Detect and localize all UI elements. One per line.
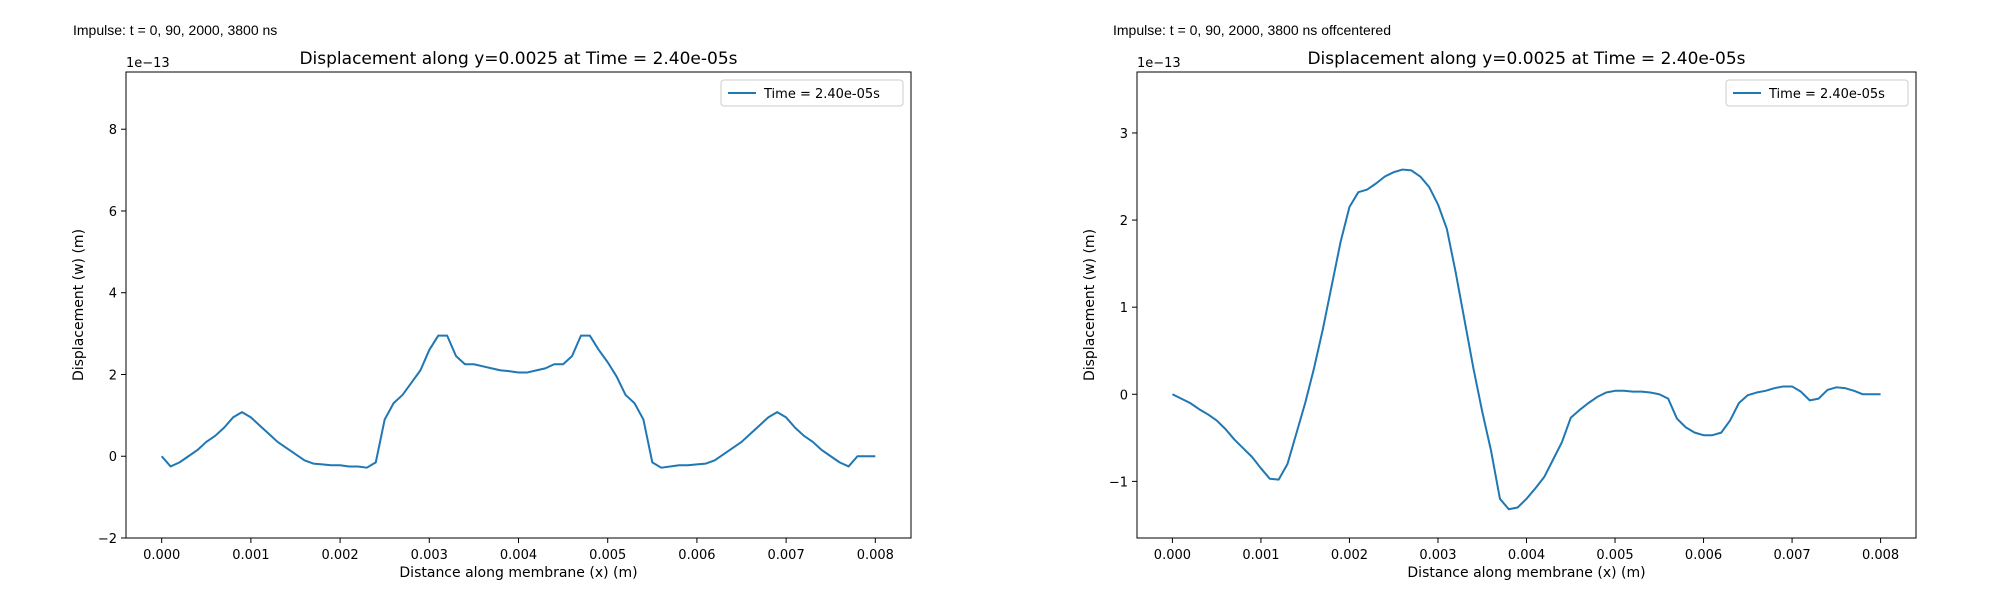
y-axis-label: Displacement (w) (m) [1082,229,1098,381]
x-tick-label: 0.006 [1685,548,1722,563]
line-chart-right: Displacement along y=0.0025 at Time = 2.… [1082,49,1917,581]
y-tick-label: 0 [1120,388,1128,403]
x-tick-label: 0.005 [1596,548,1633,563]
x-tick-label: 0.001 [1242,548,1279,563]
y-axis-label: Displacement (w) (m) [71,229,87,381]
legend-box [1725,79,1909,107]
y-tick-label: 4 [109,287,117,302]
x-tick-label: 0.006 [678,548,715,563]
y-tick-label: 8 [109,123,117,138]
y-tick-label: −2 [98,532,117,547]
legend-box [720,79,904,107]
x-axis-label: Distance along membrane (x) (m) [1407,565,1645,581]
x-tick-label: 0.001 [232,548,269,563]
y-tick-label: 3 [1120,127,1128,142]
x-tick-label: 0.003 [1419,548,1456,563]
figure-caption: Impulse: t = 0, 90, 2000, 3800 ns [73,22,278,38]
legend-label: Time = 2.40e-05s [763,87,880,102]
x-tick-label: 0.000 [143,548,180,563]
y-tick-label: −1 [1109,475,1128,490]
chart-title: Displacement along y=0.0025 at Time = 2.… [1307,49,1745,69]
y-tick-label: 2 [1120,214,1128,229]
series-line [160,334,876,469]
plot-frame [1136,71,1917,539]
y-tick-label: 0 [109,450,117,465]
x-axis-label: Distance along membrane (x) (m) [399,565,637,581]
y-tick-label: 1 [1120,301,1128,316]
x-tick-label: 0.008 [1862,548,1899,563]
x-tick-label: 0.007 [1773,548,1810,563]
x-tick-label: 0.004 [1508,548,1545,563]
x-tick-label: 0.000 [1154,548,1191,563]
legend-label: Time = 2.40e-05s [1768,87,1885,102]
y-tick-label: 6 [109,205,117,220]
line-chart-left: Displacement along y=0.0025 at Time = 2.… [71,49,912,581]
chart-panel-left: Impulse: t = 0, 90, 2000, 3800 ns Displa… [71,22,912,581]
figure-caption: Impulse: t = 0, 90, 2000, 3800 ns offcen… [1113,22,1391,38]
x-tick-label: 0.003 [411,548,448,563]
x-tick-label: 0.008 [857,548,894,563]
x-tick-label: 0.002 [1331,548,1368,563]
plot-frame [125,71,912,539]
y-offset-text: 1e−13 [126,56,170,71]
series-line [1171,168,1881,511]
x-tick-label: 0.005 [589,548,626,563]
x-tick-label: 0.007 [768,548,805,563]
x-tick-label: 0.002 [321,548,358,563]
chart-title: Displacement along y=0.0025 at Time = 2.… [299,49,737,69]
y-offset-text: 1e−13 [1137,56,1181,71]
y-tick-label: 2 [109,368,117,383]
chart-panel-right: Impulse: t = 0, 90, 2000, 3800 ns offcen… [1040,0,2000,600]
x-tick-label: 0.004 [500,548,537,563]
